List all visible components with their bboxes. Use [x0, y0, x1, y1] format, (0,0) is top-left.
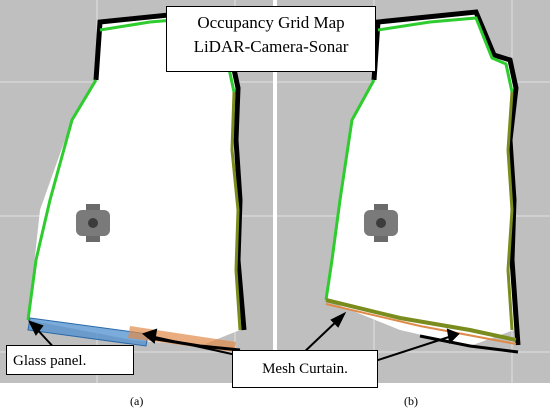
panel-b-lidar-trace-top [377, 16, 514, 93]
panel-a-robot-icon [76, 204, 110, 242]
panel-b-robot-icon [364, 204, 398, 242]
panel-a-glass-panel-highlight [27, 317, 149, 347]
panel-b-lidar-trace-right [506, 91, 514, 331]
panel-b-occupied-wall [371, 9, 521, 346]
mesh-curtain-arrow-mid [299, 317, 341, 357]
panel-b-glass-trace [325, 298, 517, 342]
caption-strip [0, 383, 550, 414]
panel-a-label: (a) [130, 394, 144, 408]
mesh-curtain-arrow-right [371, 335, 453, 363]
panel-a-lidar-trace-right [230, 91, 242, 331]
panel-a-occupied-wall [93, 9, 247, 331]
title-box: Occupancy Grid Map LiDAR-Camera-Sonar [166, 6, 376, 72]
panel-b-free-space [326, 12, 516, 346]
panel-b-label: (b) [404, 394, 418, 408]
glass-panel-label: Glass panel. [6, 345, 134, 375]
panel-b-bottom-wall [419, 334, 519, 354]
title-line-2: LiDAR-Camera-Sonar [193, 37, 349, 56]
panel-b-mesh-curtain-trace [325, 303, 517, 345]
title-line-1: Occupancy Grid Map [197, 13, 345, 32]
panel-b-lidar-trace-left [324, 79, 376, 301]
mesh-curtain-label: Mesh Curtain. [232, 350, 378, 388]
panel-a-lidar-trace-left [26, 79, 98, 321]
panel-a-free-space [28, 12, 240, 346]
